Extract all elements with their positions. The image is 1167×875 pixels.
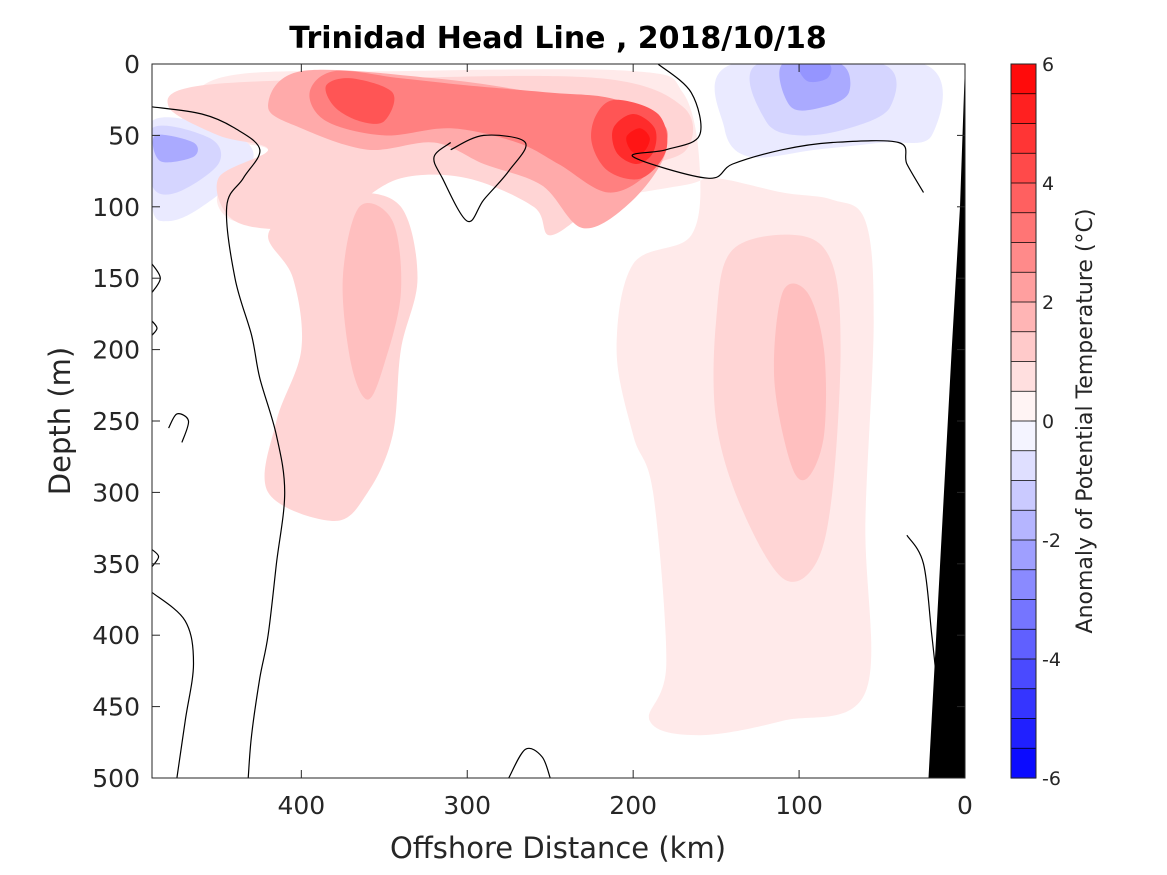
zero-contours — [152, 64, 949, 778]
y-tick-label: 250 — [92, 407, 140, 436]
colorbar-band — [1011, 421, 1036, 452]
x-tick-label: 100 — [775, 791, 823, 820]
anomaly-fill-regions — [152, 64, 943, 736]
x-tick-label: 300 — [443, 791, 491, 820]
bathymetry-shape — [928, 64, 965, 778]
y-axis: 0 50 100 150 200 250 300 350 400 450 500 — [92, 50, 965, 793]
colorbar-band — [1011, 64, 1036, 95]
y-tick-label: 100 — [92, 193, 140, 222]
zero-contour-line — [631, 64, 925, 193]
colorbar-band — [1011, 748, 1036, 779]
colorbar-tick-label: -4 — [1042, 649, 1061, 671]
zero-contour-line — [152, 549, 160, 568]
colorbar-band — [1011, 569, 1036, 601]
zero-contour-line — [433, 134, 527, 223]
colorbar: 6 4 2 0 -2 -4 -6 — [1010, 54, 1061, 790]
warm-anomaly-region — [309, 70, 668, 193]
colorbar-band — [1011, 331, 1036, 363]
colorbar-band — [1011, 480, 1036, 511]
zero-contour-line — [152, 106, 286, 778]
warm-anomaly-region — [342, 202, 402, 400]
zero-contour-line — [152, 591, 195, 778]
colorbar-tick-label: 4 — [1042, 173, 1054, 195]
warm-anomaly-region — [773, 283, 827, 481]
y-tick-label: 500 — [92, 764, 140, 793]
x-axis-label: Offshore Distance (km) — [390, 831, 726, 865]
zero-contour-line — [508, 747, 551, 778]
colorbar-band — [1011, 93, 1036, 125]
colorbar-tick-label: 0 — [1042, 411, 1054, 433]
y-tick-label: 300 — [92, 478, 140, 507]
colorbar-label: Anomaly of Potential Temperature (°C) — [1073, 209, 1098, 634]
x-tick-label: 400 — [277, 791, 325, 820]
warm-anomaly-region — [325, 78, 395, 124]
colorbar-band — [1011, 629, 1036, 660]
colorbar-band — [1011, 540, 1036, 571]
x-tick-label: 200 — [609, 791, 657, 820]
colorbar-band — [1011, 718, 1036, 749]
colorbar-tick-label: 6 — [1042, 54, 1054, 76]
cold-anomaly-region — [152, 134, 198, 163]
colorbar-band — [1011, 123, 1036, 154]
zero-contour-line — [168, 413, 190, 443]
cold-anomaly-region — [779, 64, 851, 111]
chart-title: Trinidad Head Line , 2018/10/18 — [289, 21, 826, 56]
y-axis-label: Depth (m) — [43, 347, 77, 495]
y-tick-label: 50 — [108, 121, 140, 150]
y-tick-label: 0 — [124, 50, 140, 79]
bathymetry-layer — [928, 64, 965, 778]
colorbar-tick-label: -6 — [1042, 768, 1061, 790]
colorbar-tick-label: 2 — [1042, 292, 1054, 314]
colorbar-band — [1011, 183, 1036, 214]
cold-anomaly-region — [798, 64, 832, 83]
colorbar-band — [1011, 242, 1036, 273]
colorbar-band — [1011, 361, 1036, 392]
colorbar-band — [1011, 153, 1036, 184]
colorbar-band — [1011, 450, 1036, 482]
plot-area — [151, 63, 966, 779]
x-axis: 400 300 200 100 0 — [277, 64, 973, 820]
colorbar-band — [1011, 659, 1036, 690]
zero-contour-line — [152, 263, 161, 293]
colorbar-band — [1011, 302, 1036, 333]
colorbar-tick-label: -2 — [1042, 530, 1061, 552]
colorbar-band — [1011, 212, 1036, 244]
colorbar-band — [1011, 510, 1036, 541]
y-tick-label: 450 — [92, 693, 140, 722]
colorbar-band — [1011, 272, 1036, 303]
colorbar-band — [1011, 688, 1036, 720]
x-tick-label: 0 — [957, 791, 973, 820]
zero-contour-line — [152, 320, 158, 336]
y-tick-label: 200 — [92, 336, 140, 365]
y-tick-label: 400 — [92, 621, 140, 650]
y-tick-label: 350 — [92, 550, 140, 579]
colorbar-band — [1011, 391, 1036, 422]
warm-anomaly-region — [181, 69, 874, 736]
colorbar-band — [1011, 599, 1036, 630]
y-tick-label: 150 — [92, 264, 140, 293]
warm-anomaly-region — [626, 128, 650, 154]
